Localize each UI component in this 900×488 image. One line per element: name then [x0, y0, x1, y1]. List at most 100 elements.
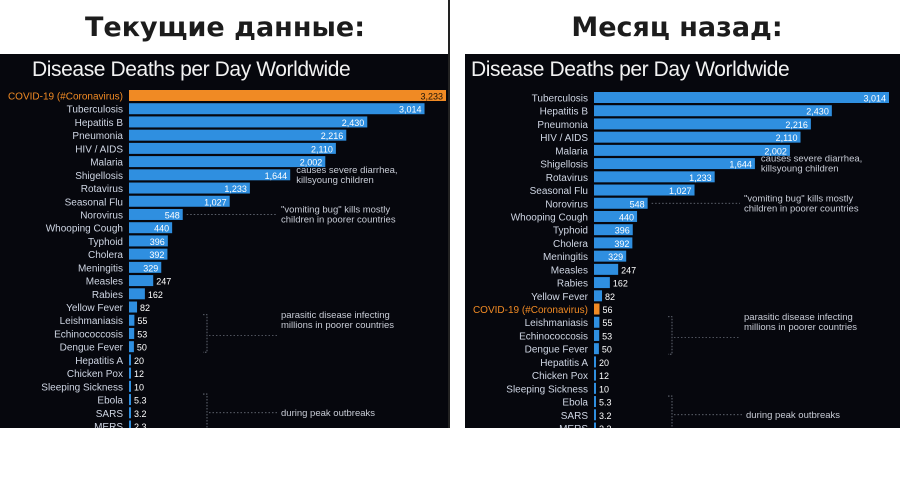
bar-meningitis: [129, 261, 162, 273]
value-label-seasonal-flu: 1,027: [669, 186, 692, 196]
category-label-typhoid: Typhoid: [88, 237, 123, 248]
month-ago-chart-svg: Tuberculosis 3,014 Hepatitis B 2,430 Pneumon…: [473, 92, 889, 428]
category-label-yellow-fever: Yellow Fever: [531, 292, 589, 303]
category-label-chicken-pox: Chicken Pox: [532, 371, 588, 382]
category-label-mers: MERS: [559, 424, 588, 428]
bar-dengue-fever: [594, 343, 599, 355]
annotation-text: "vomiting bug" kills mostly children in p…: [281, 204, 396, 225]
bar-echinococcosis: [129, 327, 135, 339]
value-label-meningitis: 329: [608, 252, 623, 262]
bar-pneumonia: [594, 118, 811, 130]
category-label-chicken-pox: Chicken Pox: [67, 369, 123, 380]
bracket: [203, 393, 208, 428]
bar-hepatitis-a: [129, 354, 131, 366]
annotation-peak-outbreaks: during peak outbreaks: [668, 395, 840, 428]
category-label-mers: MERS: [94, 422, 123, 428]
bar-shigellosis: [129, 169, 291, 181]
value-label-sars: 3.2: [134, 409, 147, 419]
annotation-peak-outbreaks: during peak outbreaks: [203, 393, 375, 428]
value-label-shigellosis: 1,644: [729, 160, 752, 170]
category-label-dengue-fever: Dengue Fever: [60, 343, 124, 354]
value-label-norovirus: 548: [165, 210, 180, 220]
bar-echinococcosis: [594, 329, 600, 341]
bar-leishmaniasis: [129, 314, 135, 326]
category-label-yellow-fever: Yellow Fever: [66, 303, 124, 314]
value-label-covid-19-coronavirus: 56: [602, 305, 612, 315]
category-label-norovirus: Norovirus: [80, 210, 123, 221]
category-label-pneumonia: Pneumonia: [72, 131, 123, 142]
annotation-text: parasitic disease infecting millions in p…: [281, 310, 394, 331]
value-label-hepatitis-b: 2,430: [342, 118, 365, 128]
category-label-rabies: Rabies: [557, 279, 588, 290]
value-label-hiv-aids: 2,110: [311, 144, 333, 154]
bar-covid-19-coronavirus: [594, 303, 600, 315]
value-label-rotavirus: 1,233: [224, 184, 247, 194]
bar-sleeping-sickness: [594, 382, 596, 394]
category-label-measles: Measles: [86, 277, 123, 288]
value-label-hepatitis-a: 20: [134, 356, 144, 366]
bar-hepatitis-b: [129, 116, 368, 128]
bar-meningitis: [594, 250, 627, 262]
category-label-rotavirus: Rotavirus: [546, 173, 588, 184]
value-label-rotavirus: 1,233: [689, 173, 712, 183]
category-label-seasonal-flu: Seasonal Flu: [530, 186, 588, 197]
bar-cholera: [129, 248, 168, 260]
category-label-sars: SARS: [561, 411, 589, 422]
annotation-text: "vomiting bug" kills mostly children in p…: [744, 193, 859, 214]
value-label-malaria: 2,002: [300, 158, 323, 168]
bar-ebola: [594, 396, 596, 408]
value-label-hepatitis-b: 2,430: [806, 107, 829, 117]
value-label-covid-19-coronavirus: 3,233: [420, 92, 443, 102]
bar-hiv-aids: [129, 142, 336, 154]
bar-sars: [594, 409, 596, 421]
value-label-pneumonia: 2,216: [785, 120, 808, 130]
category-label-malaria: Malaria: [555, 146, 588, 157]
category-label-sleeping-sickness: Sleeping Sickness: [506, 384, 588, 395]
value-label-ebola: 5.3: [134, 396, 147, 406]
bar-rabies: [129, 288, 145, 300]
category-label-sars: SARS: [96, 409, 124, 420]
value-label-yellow-fever: 82: [605, 292, 615, 302]
chart-title: Disease Deaths per Day Worldwide: [32, 58, 351, 81]
value-label-hiv-aids: 2,110: [776, 133, 798, 143]
annotation-vomiting-bug: "vomiting bug" kills mostly children in p…: [651, 193, 859, 214]
category-label-rotavirus: Rotavirus: [81, 184, 123, 195]
current-chart-svg: COVID-19 (#Coronavirus) 3,233 Tuberculosis…: [8, 90, 446, 428]
value-label-tuberculosis: 3,014: [863, 94, 886, 104]
category-label-leishmaniasis: Leishmaniasis: [60, 316, 123, 327]
bar-cholera: [594, 237, 633, 249]
value-label-whooping-cough: 440: [154, 224, 169, 234]
bar-measles: [594, 263, 619, 275]
value-label-cholera: 392: [614, 239, 629, 249]
bar-hepatitis-b: [594, 105, 832, 117]
category-label-rabies: Rabies: [92, 290, 123, 301]
annotation-vomiting-bug: "vomiting bug" kills mostly children in p…: [186, 204, 396, 225]
value-label-leishmaniasis: 55: [137, 316, 147, 326]
category-label-shigellosis: Shigellosis: [75, 171, 123, 182]
bar-sars: [129, 407, 131, 419]
category-label-measles: Measles: [551, 265, 588, 276]
category-label-hepatitis-b: Hepatitis B: [75, 118, 124, 129]
value-label-mers: 2.3: [599, 424, 612, 428]
category-label-hiv-aids: HIV / AIDS: [540, 133, 588, 144]
annotation-text: during peak outbreaks: [746, 410, 840, 421]
current-data-chart: Disease Deaths per Day Worldwide COVID-1…: [0, 54, 448, 428]
value-label-rabies: 162: [613, 279, 628, 289]
bar-seasonal-flu: [594, 184, 695, 196]
bar-sleeping-sickness: [129, 380, 131, 392]
blank-area: [0, 428, 900, 488]
category-label-pneumonia: Pneumonia: [537, 120, 588, 131]
bar-chicken-pox: [129, 367, 131, 379]
value-label-tuberculosis: 3,014: [399, 105, 422, 115]
category-label-shigellosis: Shigellosis: [540, 160, 588, 171]
annotation-parasitic: parasitic disease infecting millions in p…: [668, 312, 857, 355]
value-label-sleeping-sickness: 10: [134, 382, 144, 392]
category-label-tuberculosis: Tuberculosis: [532, 94, 588, 105]
bar-mers: [129, 420, 131, 428]
bracket: [668, 395, 673, 428]
value-label-measles: 247: [621, 265, 636, 275]
value-label-yellow-fever: 82: [140, 303, 150, 313]
bar-malaria: [594, 144, 790, 156]
category-label-dengue-fever: Dengue Fever: [525, 345, 589, 356]
bracket: [203, 314, 208, 353]
